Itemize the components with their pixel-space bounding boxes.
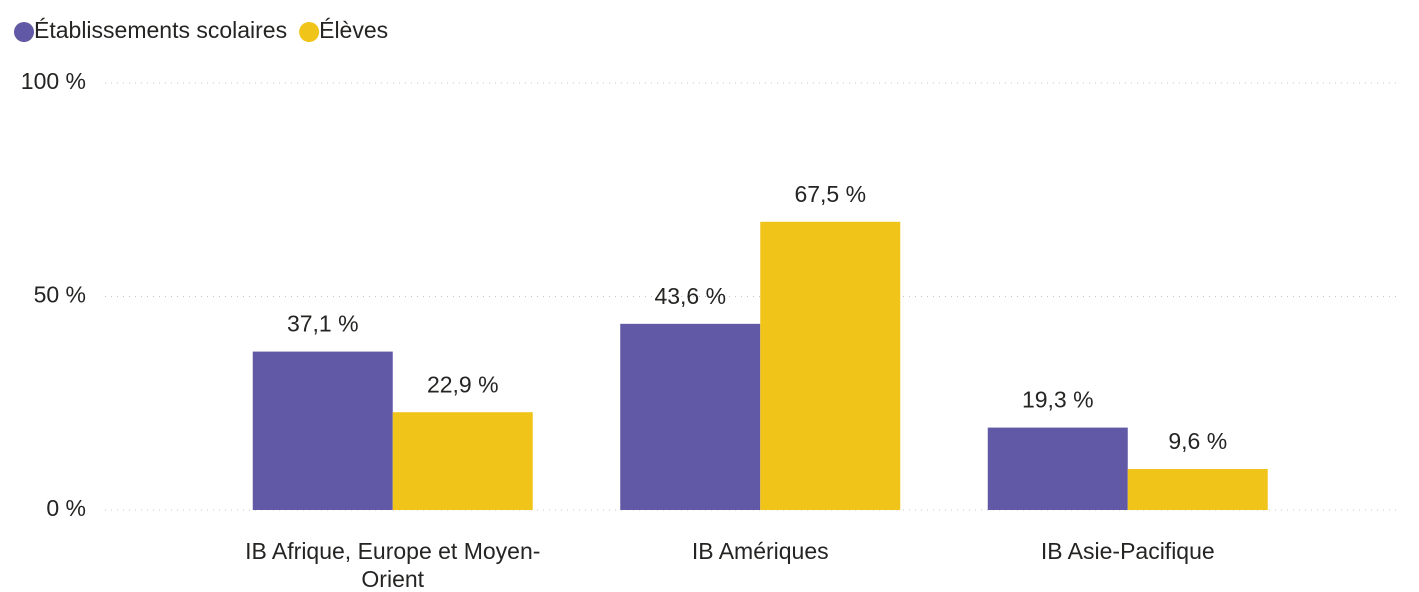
data-label: 67,5 % [794,181,866,207]
legend-marker [299,22,320,42]
y-tick-label: 0 % [46,495,86,521]
data-label: 37,1 % [287,311,359,337]
data-label: 43,6 % [654,283,726,309]
data-label: 22,9 % [427,371,499,397]
bar [1127,469,1268,510]
y-tick-label: 100 % [21,68,86,94]
bar [987,427,1128,510]
data-label: 19,3 % [1022,387,1094,413]
bar [392,412,533,510]
bar [252,351,393,510]
y-tick-label: 50 % [34,282,86,308]
legend-label: Établissements scolaires [34,17,287,43]
x-tick-label: IB Asie-Pacifique [1040,538,1215,564]
bar [620,323,761,510]
legend-marker [14,22,34,42]
data-label: 9,6 % [1168,428,1227,454]
bar [760,221,901,510]
legend-label: Élèves [319,17,388,43]
x-tick-label: IB Amériques [691,538,829,564]
x-tick-label: IB Afrique, Europe et Moyen-Orient [245,538,541,592]
